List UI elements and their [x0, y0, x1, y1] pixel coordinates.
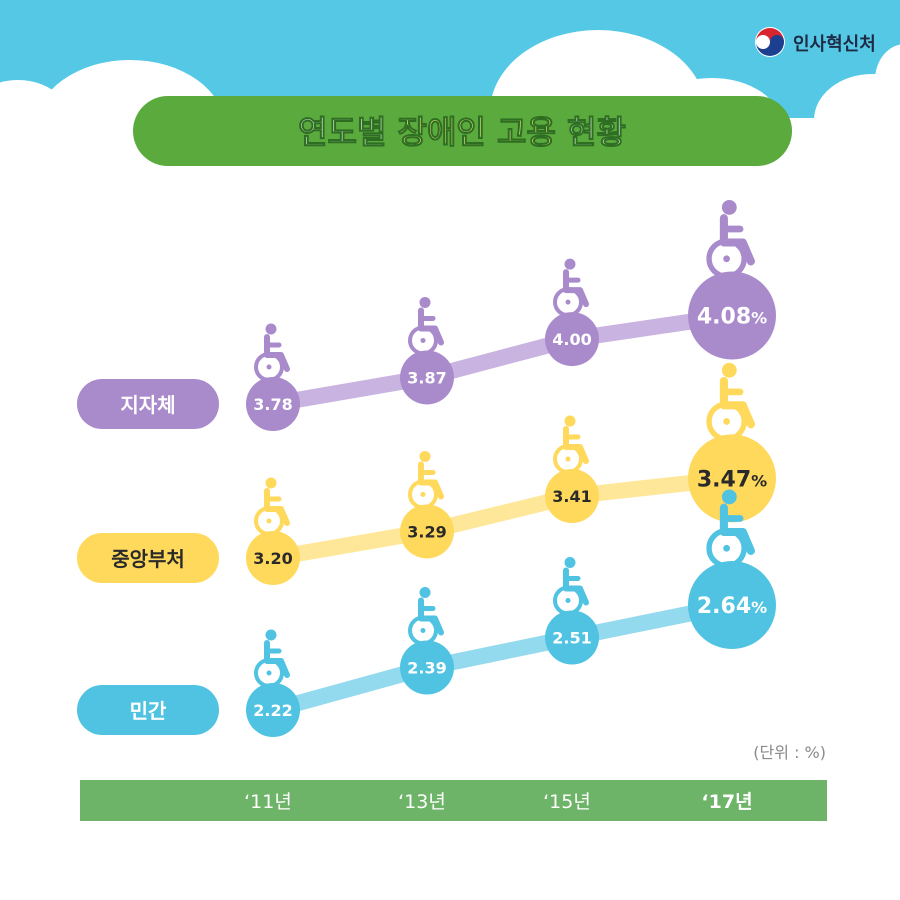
series-layer: 지자체 3.78 3.87 4.00 4.08% 중앙부처 3.20 3.29 3.41 3.47…: [77, 199, 776, 737]
data-value: 4.00: [552, 330, 591, 349]
series-name: 지자체: [120, 393, 175, 417]
series-1: 중앙부처 3.20 3.29 3.41 3.47%: [77, 362, 776, 585]
data-value: 3.87: [407, 368, 446, 387]
data-label: 4.08%: [697, 305, 767, 330]
wheelchair-icon: [706, 362, 755, 442]
data-label: 2.22: [253, 701, 292, 720]
unit-label: (단위 : %): [753, 743, 826, 762]
series-name: 민간: [130, 699, 167, 723]
data-value: 3.20: [253, 549, 292, 568]
data-point: 3.78: [246, 323, 300, 431]
ministry-logo: 인사혁신처: [755, 27, 876, 57]
data-label: 3.41: [552, 487, 591, 506]
wheelchair-icon: [408, 450, 444, 510]
data-label: 2.64%: [697, 594, 767, 619]
data-point: 4.00: [545, 258, 599, 367]
series-name: 중앙부처: [111, 547, 185, 571]
series-line: [265, 307, 740, 412]
x-tick-label: ‘11년: [244, 791, 292, 813]
wheelchair-icon: [553, 258, 589, 318]
series-pill-bg: [77, 379, 219, 429]
logo-text: 인사혁신처: [793, 33, 876, 55]
data-value: 2.39: [407, 659, 446, 678]
x-tick-label: ‘15년: [543, 791, 591, 813]
data-bubble: [688, 561, 776, 649]
data-label: 3.20: [253, 549, 292, 568]
data-value: 3.47: [697, 467, 751, 492]
data-point: 3.41: [545, 415, 599, 524]
data-bubble: [400, 350, 454, 405]
wheelchair-icon: [254, 477, 290, 536]
data-bubble: [545, 610, 599, 665]
data-value: 2.51: [552, 629, 591, 648]
data-bubble: [400, 640, 454, 695]
wheelchair-icon: [553, 415, 589, 475]
data-bubble: [246, 531, 300, 585]
data-value: 4.08: [697, 305, 751, 330]
wheelchair-icon: [553, 557, 589, 616]
data-point: 2.39: [400, 587, 454, 695]
series-0: 지자체 3.78 3.87 4.00 4.08%: [77, 199, 776, 431]
series-label-pill: 중앙부처: [77, 533, 219, 583]
data-label: 3.47%: [697, 467, 767, 492]
data-point: 3.47%: [688, 362, 776, 523]
data-bubble: [545, 312, 599, 367]
data-label: 3.87: [407, 368, 446, 387]
series-line: [265, 470, 740, 566]
series-label-pill: 지자체: [77, 379, 219, 429]
data-value: 2.22: [253, 701, 292, 720]
data-point: 3.20: [246, 477, 300, 585]
data-bubble: [688, 434, 776, 523]
data-unit: %: [751, 598, 767, 617]
data-label: 2.51: [552, 629, 591, 648]
series-label-pill: 민간: [77, 685, 219, 735]
data-label: 4.00: [552, 330, 591, 349]
data-value: 3.78: [253, 395, 292, 414]
data-point: 2.64%: [688, 489, 776, 649]
series-line: [265, 597, 740, 718]
data-point: 2.22: [246, 629, 300, 737]
data-point: 4.08%: [688, 199, 776, 360]
series-2: 민간 2.22 2.39 2.51 2.64%: [77, 489, 776, 737]
data-bubble: [246, 683, 300, 737]
data-label: 2.39: [407, 659, 446, 678]
wheelchair-icon: [408, 296, 444, 356]
wheelchair-icon: [706, 199, 755, 279]
wheelchair-icon: [254, 323, 290, 382]
data-label: 3.78: [253, 395, 292, 414]
data-bubble: [246, 377, 300, 431]
x-tick-label: ‘13년: [398, 791, 446, 813]
data-unit: %: [751, 471, 767, 490]
data-value: 2.64: [697, 594, 751, 619]
data-label: 3.29: [407, 522, 446, 541]
data-unit: %: [751, 309, 767, 328]
x-tick-label: ‘17년: [701, 791, 752, 813]
data-value: 3.29: [407, 522, 446, 541]
series-pill-bg: [77, 685, 219, 735]
data-point: 3.29: [400, 450, 454, 559]
x-axis-bar: ‘11년 ‘13년 ‘15년 ‘17년: [80, 780, 827, 821]
data-value: 3.41: [552, 487, 591, 506]
page-title: 연도별 장애인 고용 현황: [298, 113, 626, 151]
series-pill-bg: [77, 533, 219, 583]
wheelchair-icon: [254, 629, 290, 688]
data-bubble: [688, 271, 776, 360]
title-banner: 연도별 장애인 고용 현황: [133, 96, 792, 166]
data-bubble: [545, 469, 599, 524]
data-point: 3.87: [400, 296, 454, 405]
wheelchair-icon: [408, 587, 444, 646]
data-bubble: [400, 504, 454, 559]
data-point: 2.51: [545, 557, 599, 665]
